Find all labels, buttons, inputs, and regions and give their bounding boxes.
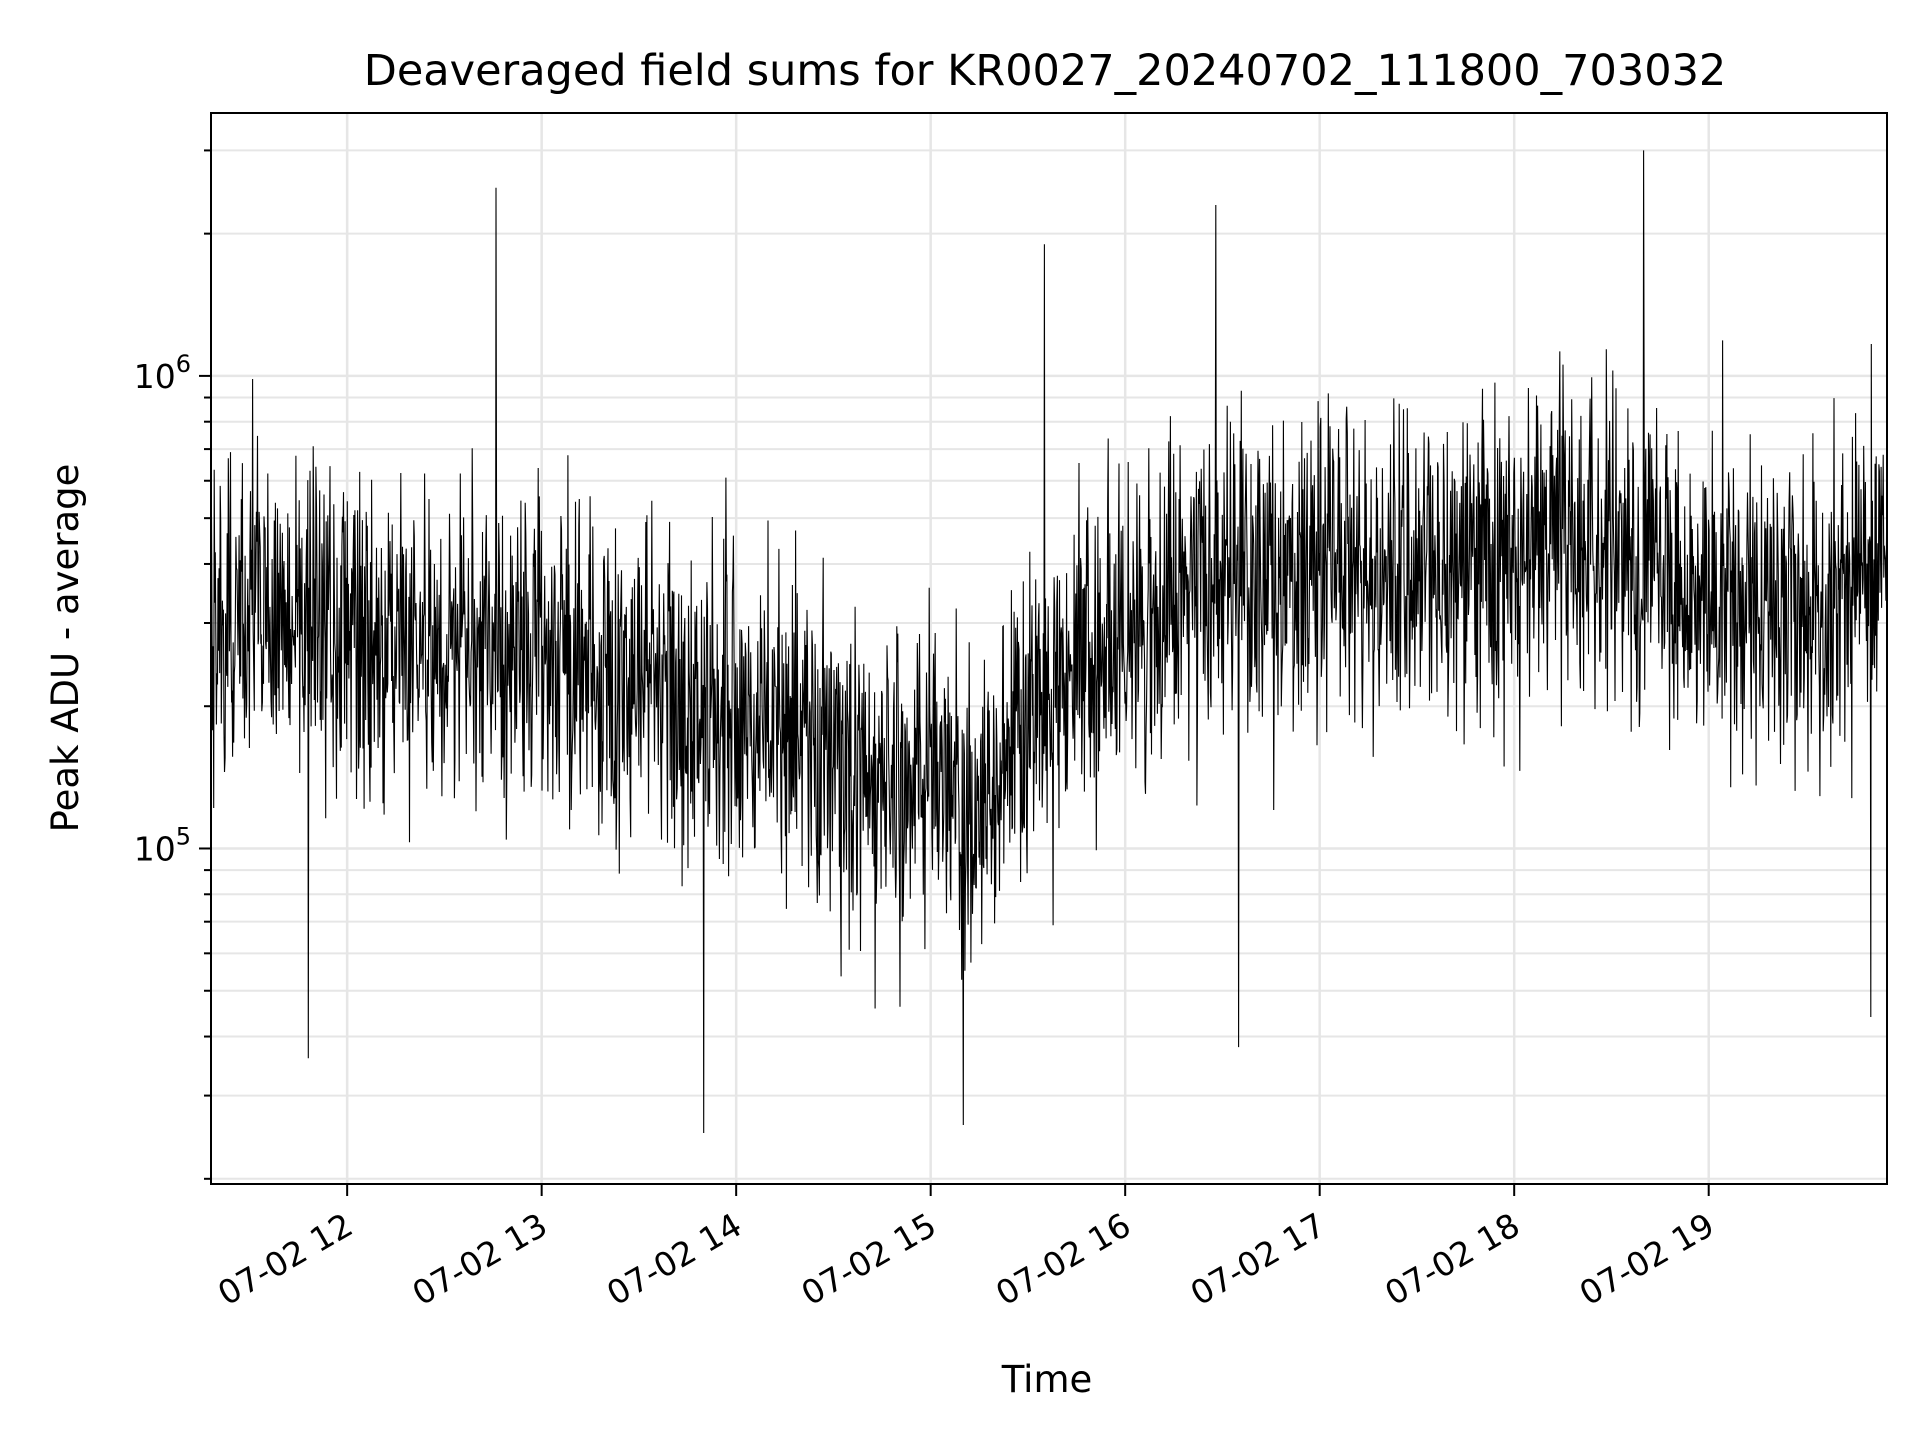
series-line <box>210 150 1888 1134</box>
plot-frame <box>210 112 1888 1185</box>
x-axis-label: Time <box>1001 1358 1093 1401</box>
grid <box>211 113 1887 1184</box>
chart-title: Deaveraged field sums for KR0027_2024070… <box>364 46 1727 96</box>
y-axis-label: Peak ADU - average <box>44 464 87 833</box>
y-tick-base: 10 <box>134 829 176 868</box>
y-tick-label: 105 <box>134 822 191 868</box>
data-line <box>210 150 1888 1134</box>
y-tick-base: 10 <box>134 357 176 396</box>
y-tick-label: 106 <box>134 350 191 396</box>
y-tick-exponent: 5 <box>176 822 191 850</box>
y-tick-exponent: 6 <box>176 350 191 378</box>
